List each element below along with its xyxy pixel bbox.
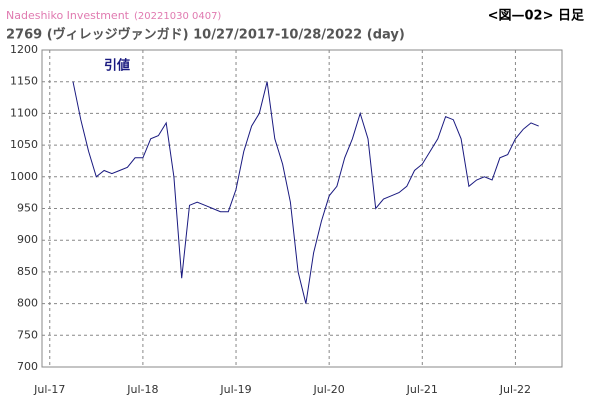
y-tick-label: 950 [17, 202, 38, 215]
y-tick-label: 1200 [10, 43, 38, 56]
chart-title: 2769 (ヴィレッジヴァンガド) 10/27/2017-10/28/2022 … [6, 27, 405, 43]
y-tick-label: 1000 [10, 170, 38, 183]
y-tick-label: 1050 [10, 138, 38, 151]
brand: Nadeshiko Investment [6, 9, 130, 22]
figure-label: <図—02> 日足 [488, 9, 585, 24]
x-tick-label: Jul-20 [313, 383, 345, 396]
y-tick-label: 850 [17, 265, 38, 278]
x-tick-label: Jul-22 [499, 383, 531, 396]
y-tick-label: 750 [17, 328, 38, 341]
y-tick-label: 800 [17, 297, 38, 310]
x-tick-label: Jul-17 [33, 383, 65, 396]
legend-label: 引値 [104, 58, 130, 74]
price-line [72, 81, 539, 304]
y-tick-label: 700 [17, 360, 38, 373]
x-tick-label: Jul-18 [126, 383, 158, 396]
y-tick-label: 1150 [10, 75, 38, 88]
x-tick-label: Jul-19 [219, 383, 251, 396]
y-tick-label: 900 [17, 233, 38, 246]
x-tick-label: Jul-21 [406, 383, 438, 396]
timestamp: (20221030 0407) [134, 11, 221, 22]
y-tick-label: 1100 [10, 106, 38, 119]
